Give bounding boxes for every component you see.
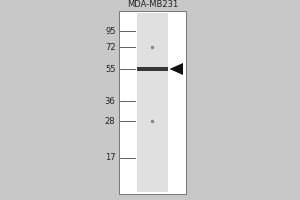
Text: 28: 28 — [105, 116, 116, 126]
Text: 95: 95 — [105, 26, 116, 36]
Text: 55: 55 — [105, 64, 116, 73]
Text: 72: 72 — [105, 43, 116, 51]
Text: MDA-MB231: MDA-MB231 — [127, 0, 178, 9]
Text: 36: 36 — [105, 97, 116, 106]
Bar — [118, 11, 186, 194]
Bar — [136, 13, 168, 192]
Bar — [136, 67, 168, 71]
Polygon shape — [169, 63, 183, 75]
Text: 17: 17 — [105, 154, 116, 162]
